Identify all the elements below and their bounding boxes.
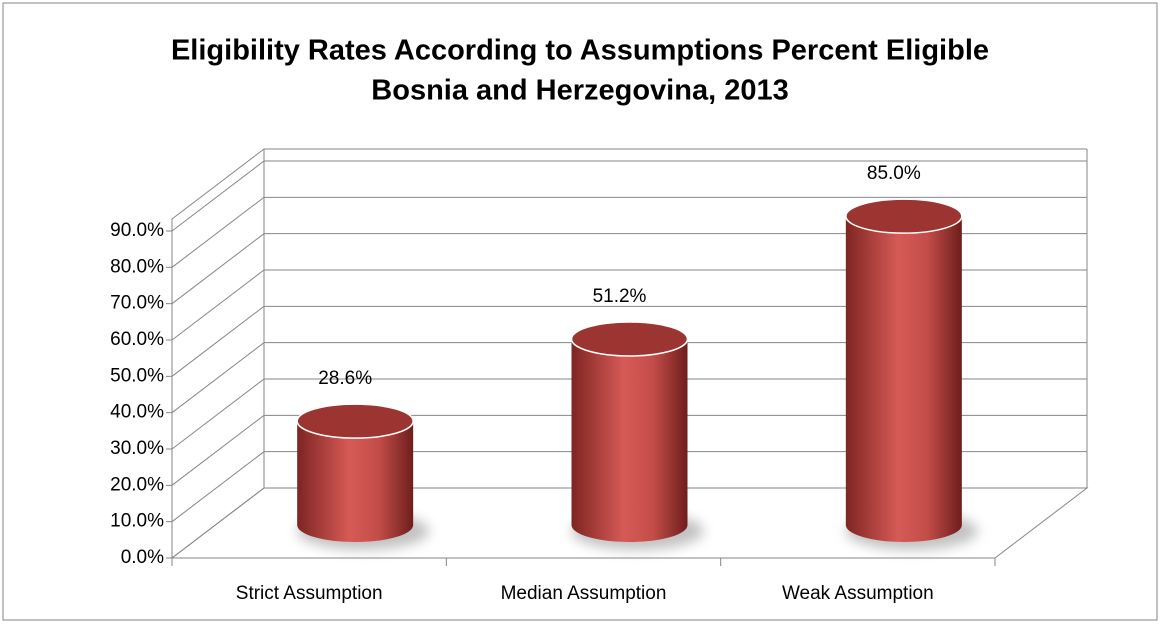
- y-tick-label: 40.0%: [110, 402, 164, 423]
- bar-top: [570, 321, 689, 357]
- data-label: 51.2%: [593, 286, 647, 307]
- grid-line: [171, 451, 1087, 523]
- grid-line: [171, 269, 1087, 341]
- grid-line: [171, 487, 1087, 559]
- grid-line: [171, 196, 1087, 268]
- grid-line: [171, 342, 1087, 414]
- chart-subtitle: Bosnia and Herzegovina, 2013: [371, 75, 788, 107]
- bar: [845, 216, 962, 542]
- y-tick-label: 70.0%: [110, 293, 164, 314]
- bar: [297, 421, 414, 542]
- x-tick-label: Median Assumption: [501, 583, 667, 604]
- back-wall: [171, 148, 1088, 558]
- y-tick-label: 30.0%: [110, 438, 164, 459]
- bar-top: [296, 403, 414, 439]
- y-tick-label: 50.0%: [110, 365, 164, 386]
- bar-top: [845, 198, 963, 234]
- y-tick-label: 10.0%: [110, 511, 164, 532]
- x-tick-label: Strict Assumption: [236, 583, 383, 604]
- bar: [571, 338, 688, 542]
- chart-title: Eligibility Rates According to Assumptio…: [171, 35, 989, 67]
- data-label: 28.6%: [318, 368, 372, 389]
- x-tick-label: Weak Assumption: [782, 583, 934, 604]
- y-tick-label: 60.0%: [110, 329, 164, 350]
- grid-line: [171, 233, 1087, 305]
- data-label: 85.0%: [867, 163, 921, 184]
- grid-line: [171, 414, 1087, 486]
- grid-line: [171, 378, 1087, 450]
- grid-line: [171, 160, 1087, 232]
- y-tick-label: 80.0%: [110, 256, 164, 277]
- grid-line: [171, 305, 1087, 377]
- y-tick-label: 90.0%: [110, 220, 164, 241]
- y-tick-label: 20.0%: [110, 474, 164, 495]
- y-tick-label: 0.0%: [121, 547, 164, 568]
